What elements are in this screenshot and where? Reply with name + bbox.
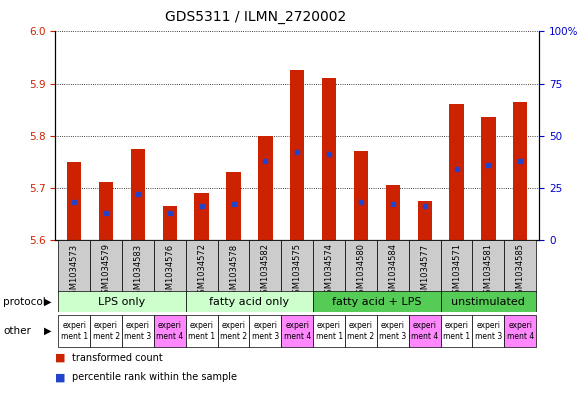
Text: ▶: ▶ [44,297,51,307]
Bar [218,240,249,293]
Text: GSM1034581: GSM1034581 [484,243,493,299]
Text: transformed count: transformed count [72,353,163,363]
Text: experi
ment 3: experi ment 3 [124,321,151,341]
Text: GSM1034573: GSM1034573 [70,243,79,299]
Bar [313,291,441,312]
Bar [194,193,209,240]
Text: LPS only: LPS only [99,297,146,307]
Bar [441,291,536,312]
Bar [186,240,218,293]
Bar [90,240,122,293]
Bar [226,172,241,240]
Bar [122,315,154,347]
Bar [218,315,249,347]
Bar [505,240,536,293]
Text: experi
ment 2: experi ment 2 [220,321,247,341]
Bar [186,315,218,347]
Bar [258,136,273,240]
Bar [473,240,505,293]
Text: GSM1034574: GSM1034574 [325,243,333,299]
Bar [154,315,186,347]
Bar [377,315,409,347]
Text: fatty acid + LPS: fatty acid + LPS [332,297,422,307]
Text: GSM1034585: GSM1034585 [516,243,525,299]
Text: experi
ment 2: experi ment 2 [93,321,119,341]
Bar [313,240,345,293]
Bar [162,206,177,240]
Text: GDS5311 / ILMN_2720002: GDS5311 / ILMN_2720002 [165,10,346,24]
Text: GSM1034580: GSM1034580 [357,243,365,299]
Text: experi
ment 2: experi ment 2 [347,321,375,341]
Text: ▶: ▶ [44,326,51,336]
Text: unstimulated: unstimulated [451,297,525,307]
Text: GSM1034582: GSM1034582 [261,243,270,299]
Bar [58,240,90,293]
Bar [418,201,432,240]
Text: GSM1034572: GSM1034572 [197,243,206,299]
Text: protocol: protocol [3,297,46,307]
Bar [122,240,154,293]
Bar [473,315,505,347]
Text: experi
ment 3: experi ment 3 [252,321,279,341]
Bar [409,240,441,293]
Text: fatty acid only: fatty acid only [209,297,289,307]
Text: experi
ment 3: experi ment 3 [379,321,407,341]
Bar [130,149,145,240]
Bar [377,240,409,293]
Bar [386,185,400,240]
Text: experi
ment 1: experi ment 1 [188,321,215,341]
Bar [450,105,464,240]
Bar [249,315,281,347]
Text: experi
ment 4: experi ment 4 [284,321,311,341]
Text: other: other [3,326,31,336]
Bar [186,291,313,312]
Text: experi
ment 1: experi ment 1 [316,321,343,341]
Bar [441,240,473,293]
Text: experi
ment 4: experi ment 4 [411,321,438,341]
Text: experi
ment 1: experi ment 1 [61,321,88,341]
Bar [481,118,495,240]
Bar [505,315,536,347]
Text: percentile rank within the sample: percentile rank within the sample [72,372,237,382]
Bar [345,315,377,347]
Bar [67,162,81,240]
Bar [281,240,313,293]
Text: GSM1034575: GSM1034575 [293,243,302,299]
Bar [313,315,345,347]
Text: GSM1034576: GSM1034576 [165,243,175,299]
Text: GSM1034583: GSM1034583 [133,243,143,299]
Bar [58,291,186,312]
Text: GSM1034578: GSM1034578 [229,243,238,299]
Bar [90,315,122,347]
Bar [409,315,441,347]
Text: GSM1034584: GSM1034584 [389,243,397,299]
Bar [290,70,304,240]
Bar [154,240,186,293]
Bar [354,151,368,240]
Bar [345,240,377,293]
Text: ■: ■ [55,353,66,363]
Text: experi
ment 3: experi ment 3 [475,321,502,341]
Text: experi
ment 1: experi ment 1 [443,321,470,341]
Text: GSM1034577: GSM1034577 [420,243,429,299]
Text: GSM1034579: GSM1034579 [102,243,111,299]
Bar [99,182,113,240]
Bar [322,78,336,240]
Bar [58,315,90,347]
Bar [281,315,313,347]
Text: experi
ment 4: experi ment 4 [156,321,183,341]
Bar [513,102,527,240]
Bar [249,240,281,293]
Text: GSM1034571: GSM1034571 [452,243,461,299]
Text: experi
ment 4: experi ment 4 [507,321,534,341]
Bar [441,315,473,347]
Text: ■: ■ [55,372,66,382]
